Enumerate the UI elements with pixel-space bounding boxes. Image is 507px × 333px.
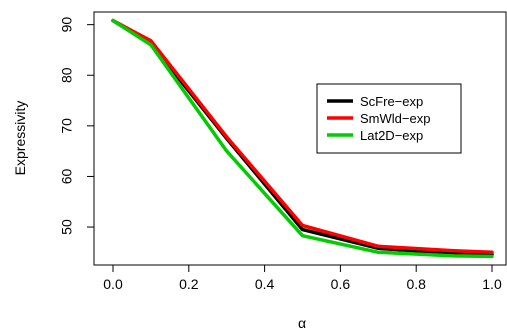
x-axis: 0.0 0.2 0.4 0.6 0.8 1.0 bbox=[103, 264, 502, 292]
series-line-2 bbox=[111, 18, 494, 259]
series-line-1 bbox=[111, 18, 494, 255]
y-tick-label: 90 bbox=[59, 17, 75, 33]
y-axis: 50 60 70 80 90 bbox=[59, 17, 95, 235]
x-tick-label: 0.0 bbox=[103, 276, 123, 292]
y-tick-label: 60 bbox=[59, 168, 75, 184]
legend-label-1: SmWld−exp bbox=[360, 111, 430, 126]
legend: ScFre−exp SmWld−exp Lat2D−exp bbox=[316, 83, 462, 154]
y-axis-title: Expressivity bbox=[12, 101, 28, 176]
x-tick-label: 0.4 bbox=[255, 276, 275, 292]
x-axis-title: α bbox=[298, 315, 306, 331]
x-tick-label: 1.0 bbox=[482, 276, 502, 292]
y-tick-label: 50 bbox=[59, 219, 75, 235]
legend-label-0: ScFre−exp bbox=[360, 94, 423, 109]
x-tick-label: 0.2 bbox=[179, 276, 199, 292]
y-tick-label: 70 bbox=[59, 118, 75, 134]
y-tick-label: 80 bbox=[59, 67, 75, 83]
legend-label-2: Lat2D−exp bbox=[360, 128, 423, 143]
x-tick-label: 0.6 bbox=[331, 276, 351, 292]
series-lines bbox=[111, 18, 494, 259]
x-tick-label: 0.8 bbox=[406, 276, 426, 292]
